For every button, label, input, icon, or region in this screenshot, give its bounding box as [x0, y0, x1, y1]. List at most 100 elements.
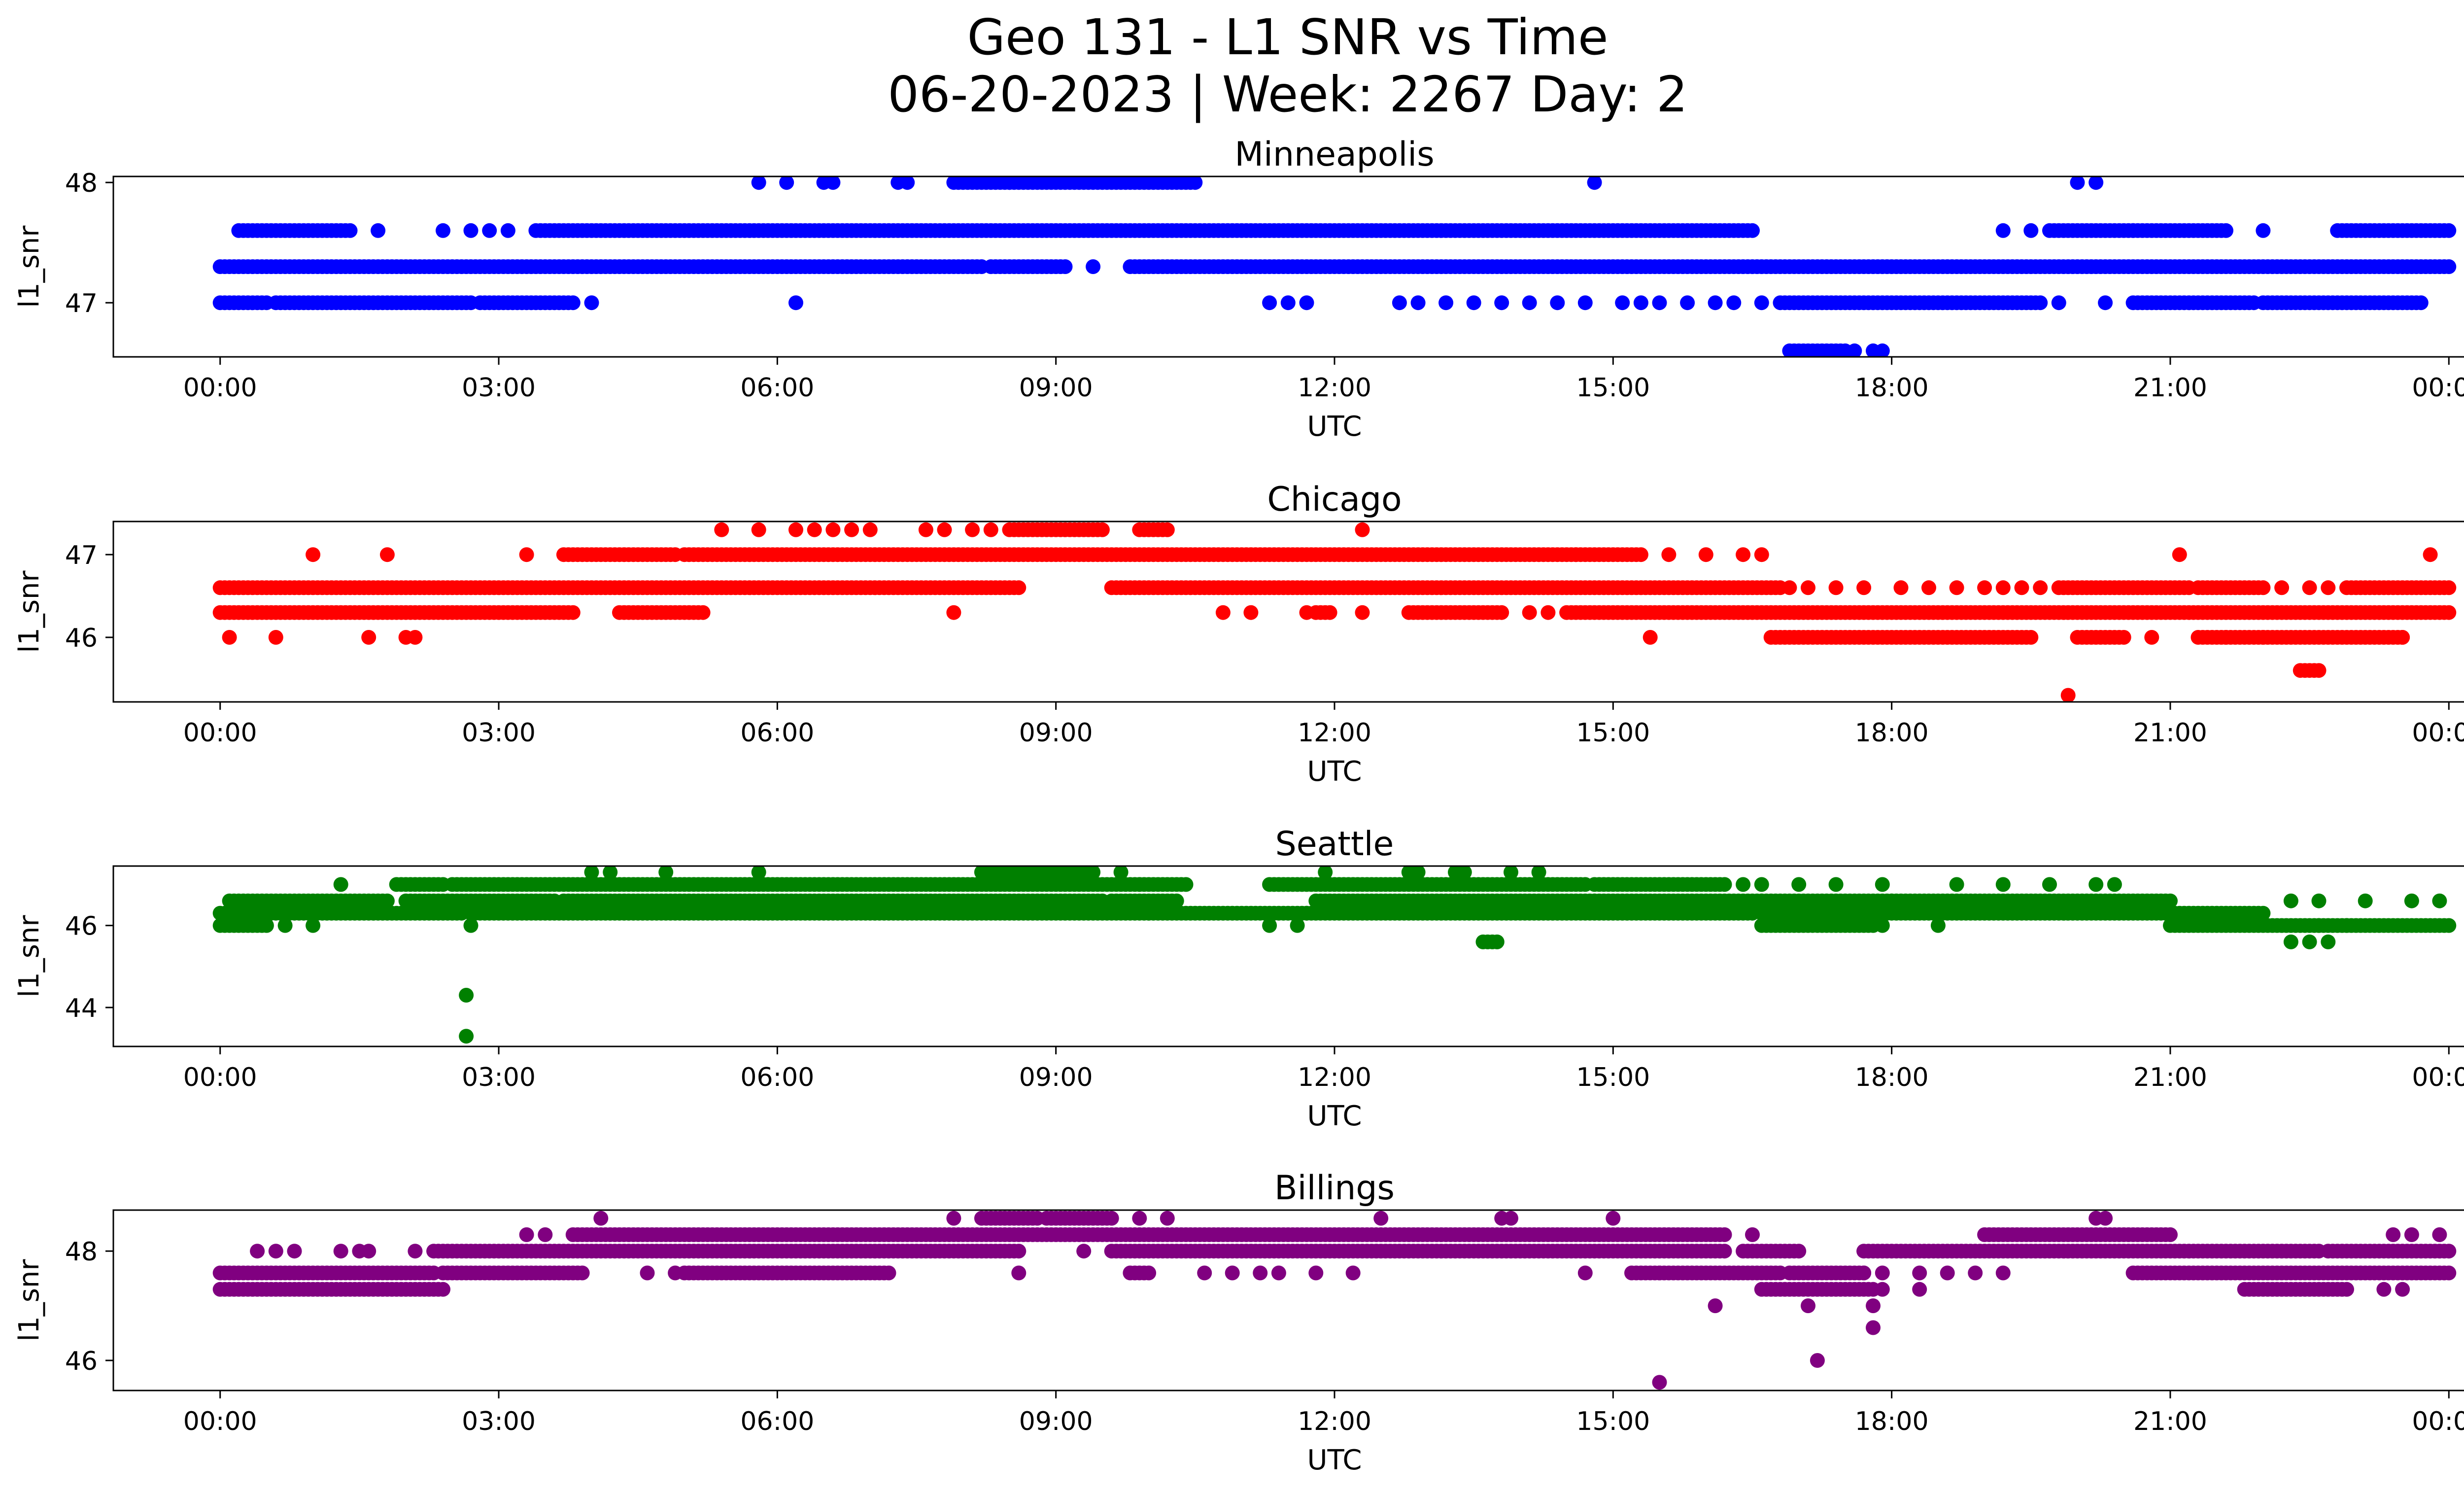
data-point: [584, 295, 599, 311]
data-point: [1875, 1265, 1890, 1281]
x-tick-label: 15:00: [1576, 373, 1650, 403]
data-point: [1197, 1265, 1212, 1281]
data-point: [1615, 295, 1630, 311]
data-point: [1717, 1244, 1732, 1259]
y-axis-label: l1_snr: [13, 570, 45, 653]
data-point: [1262, 295, 1277, 311]
data-point: [1355, 605, 1370, 620]
data-point: [1299, 295, 1314, 311]
data-point: [2311, 893, 2327, 908]
data-point: [2256, 223, 2271, 238]
data-point: [519, 547, 534, 562]
series-level-46.3: [212, 905, 2271, 921]
data-point: [1178, 877, 1194, 892]
data-point: [1011, 580, 1027, 595]
data-point: [1271, 1265, 1286, 1281]
data-point: [436, 1282, 450, 1297]
data-point: [1912, 1265, 1927, 1281]
data-point: [2098, 1211, 2113, 1226]
series-level-46.6: [222, 893, 2447, 908]
data-point: [459, 1029, 474, 1044]
x-tick-label: 03:00: [462, 373, 536, 403]
data-point: [2441, 580, 2457, 595]
data-point: [1995, 223, 2011, 238]
data-point: [1652, 1265, 1667, 1281]
axes-frame: [112, 865, 2464, 1047]
data-point: [2339, 918, 2354, 933]
data-point: [658, 866, 674, 880]
data-point: [1132, 1211, 1147, 1226]
series-level-48.6: [593, 1211, 2113, 1226]
data-point: [1104, 1211, 1119, 1226]
data-point: [1160, 522, 1175, 537]
data-point: [1736, 547, 1751, 562]
data-point: [1011, 1265, 1027, 1281]
x-axis-label: UTC: [1307, 1100, 1362, 1132]
data-point: [2274, 580, 2290, 595]
data-point: [1095, 522, 1110, 537]
data-point: [2302, 580, 2317, 595]
data-point: [2432, 893, 2447, 908]
data-point: [1504, 866, 1518, 880]
data-point: [1875, 918, 1890, 933]
series-level-47.3: [584, 866, 1546, 880]
data-point: [1253, 1265, 1268, 1281]
y-axis-label: l1_snr: [13, 225, 45, 308]
data-point: [2311, 918, 2327, 933]
data-point: [779, 176, 794, 190]
data-point: [575, 1265, 590, 1281]
data-point: [2441, 223, 2457, 238]
data-point: [2283, 934, 2298, 949]
x-axis-label: UTC: [1307, 1444, 1362, 1476]
series-level-48.3: [519, 1227, 2447, 1242]
data-point: [983, 522, 998, 537]
data-point: [2060, 688, 2076, 702]
x-tick-label: 09:00: [1019, 1407, 1093, 1436]
data-point: [1995, 580, 2011, 595]
data-point: [1745, 1227, 1760, 1242]
data-point: [1318, 866, 1333, 880]
data-point: [1141, 1265, 1157, 1281]
series-level-48: [751, 176, 2104, 190]
data-point: [259, 918, 274, 933]
x-tick-label: 21:00: [2133, 1063, 2207, 1092]
data-point: [1504, 1211, 1518, 1226]
series-level-47: [333, 877, 2122, 892]
data-point: [2311, 663, 2327, 678]
data-point: [825, 176, 841, 190]
data-point: [2283, 893, 2298, 908]
data-points: [212, 176, 2457, 357]
y-axis-label: l1_snr: [13, 1259, 45, 1342]
data-point: [1606, 1211, 1621, 1226]
data-point: [1494, 605, 1509, 620]
data-point: [1875, 1282, 1890, 1297]
x-tick-label: 00:00: [183, 1063, 257, 1092]
data-point: [2395, 1282, 2410, 1297]
data-point: [2423, 547, 2438, 562]
data-point: [2042, 877, 2057, 892]
series-level-46: [1810, 1353, 1825, 1368]
data-point: [2256, 905, 2271, 921]
data-point: [277, 918, 293, 933]
panel-title: Seattle: [1275, 825, 1394, 864]
series-level-46.6: [1866, 1320, 1881, 1335]
x-tick-label: 03:00: [462, 1407, 536, 1436]
data-point: [1661, 547, 1677, 562]
x-tick-label: 09:00: [1019, 1063, 1093, 1092]
series-level-47.3: [714, 522, 1370, 537]
data-point: [222, 630, 237, 645]
y-tick-label: 46: [65, 624, 98, 653]
data-point: [751, 176, 766, 190]
data-point: [2413, 295, 2429, 311]
data-point: [436, 223, 450, 238]
series-level-46: [212, 918, 2457, 933]
x-tick-label: 18:00: [1855, 1407, 1929, 1436]
data-point: [1058, 259, 1073, 274]
data-point: [2404, 1227, 2419, 1242]
y-axis-label: l1_snr: [13, 915, 45, 998]
series-level-43.3: [459, 1029, 474, 1044]
data-point: [1489, 934, 1505, 949]
data-point: [825, 522, 841, 537]
y-tick-label: 46: [65, 1347, 98, 1376]
